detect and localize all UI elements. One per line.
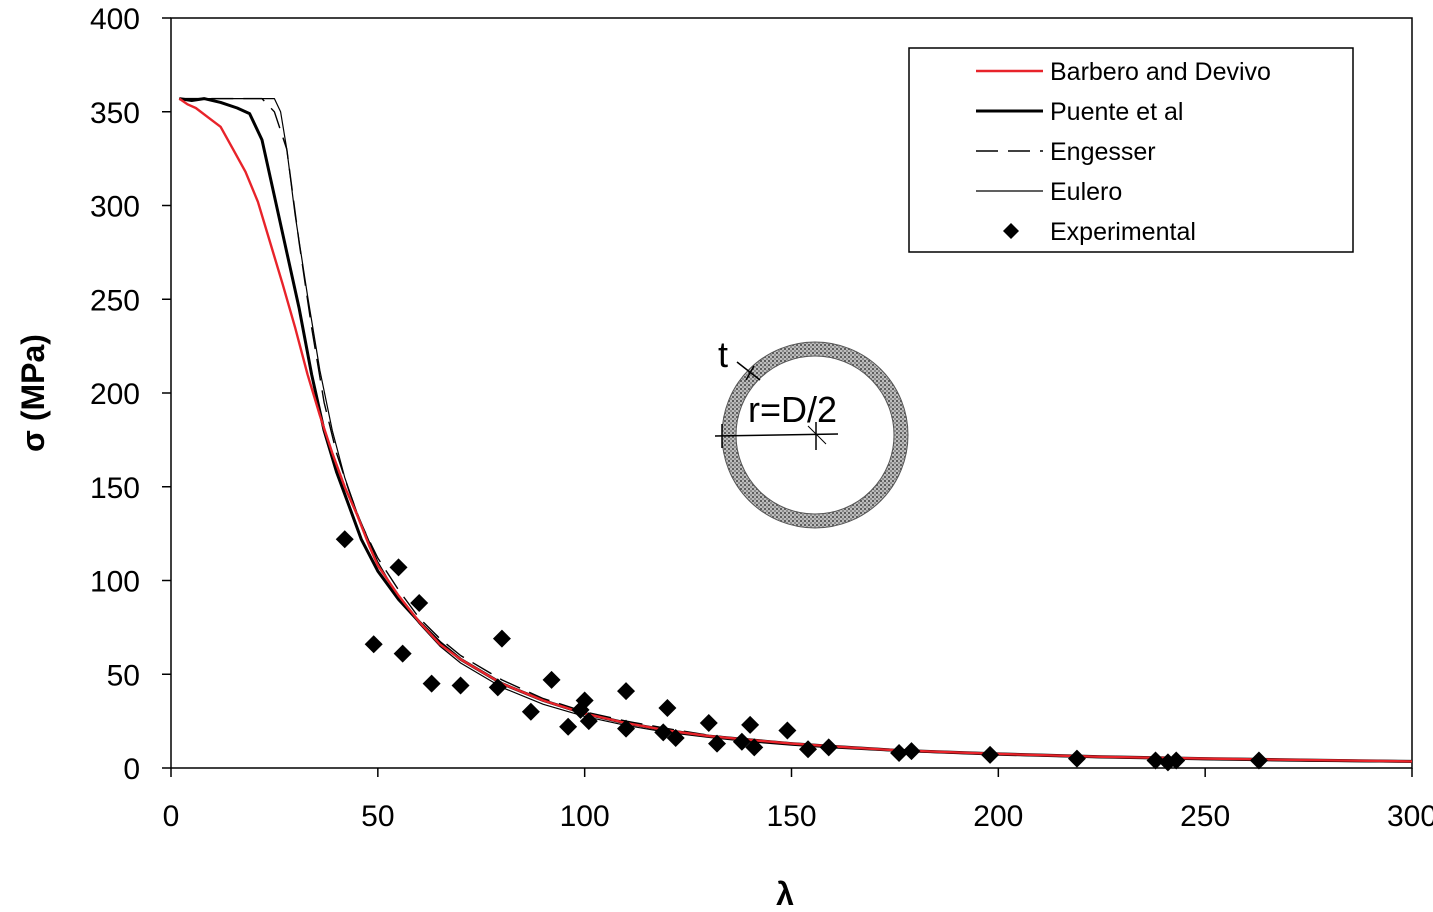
x-tick-label: 200 — [973, 800, 1023, 833]
y-axis-ticks: 0 50 100 150 200 250 300 350 400 — [90, 3, 171, 786]
experimental-point — [617, 682, 636, 701]
tube-ring — [722, 342, 908, 528]
legend-label-puente-et-al: Puente et al — [1050, 98, 1183, 126]
series-layer — [178, 97, 1413, 772]
experimental-point — [732, 732, 751, 751]
experimental-point — [699, 714, 718, 732]
experimental-point — [521, 702, 540, 721]
experimental-point — [451, 676, 470, 695]
experimental-point — [890, 744, 909, 762]
experimental-point — [666, 729, 685, 747]
legend-label-barbero-and-devivo: Barbero and Devivo — [1050, 58, 1271, 86]
y-tick-label: 300 — [90, 191, 140, 224]
y-tick-label: 150 — [90, 472, 140, 505]
y-tick-label: 350 — [90, 97, 140, 130]
experimental-point — [1167, 751, 1186, 770]
experimental-point — [542, 670, 561, 689]
experimental-point — [741, 715, 760, 734]
experimental-point — [1146, 751, 1165, 770]
experimental-point — [902, 742, 921, 761]
legend-box — [908, 47, 1354, 253]
experimental-point — [1067, 749, 1086, 768]
x-tick-label: 0 — [163, 800, 180, 833]
radius-label: r=D/2 — [748, 389, 837, 430]
x-tick-label: 150 — [766, 800, 816, 833]
x-tick-label: 300 — [1387, 800, 1433, 833]
experimental-point — [410, 594, 429, 612]
experimental-point — [1249, 751, 1268, 770]
experimental-point — [335, 530, 354, 549]
radius-line — [714, 433, 839, 437]
x-tick-label: 250 — [1180, 800, 1230, 833]
y-tick-label: 100 — [90, 566, 140, 599]
legend-label-engesser: Engesser — [1050, 138, 1156, 166]
experimental-point — [393, 644, 412, 663]
experimental-point — [745, 738, 764, 757]
y-axis-title: σ (MPa) — [15, 334, 51, 452]
experimental-point — [617, 719, 636, 738]
experimental-point — [778, 721, 797, 740]
experimental-point — [422, 674, 441, 693]
y-tick-label: 50 — [107, 659, 140, 692]
legend: Barbero and Devivo Puente et al Engesser Eu… — [908, 47, 1354, 253]
x-axis-ticks: 0 50 100 150 200 250 300 — [163, 768, 1433, 833]
legend-label-experimental: Experimental — [1050, 218, 1196, 246]
experimental-point — [575, 691, 594, 710]
cross-section-diagram: t r=D/2 — [714, 334, 909, 529]
thickness-leader — [736, 361, 761, 381]
y-tick-label: 200 — [90, 378, 140, 411]
experimental-point — [708, 734, 727, 753]
center-tick-diagonal — [807, 425, 827, 445]
experimental-point — [981, 745, 1000, 764]
thickness-tick — [745, 365, 755, 381]
experimental-point — [364, 635, 383, 654]
legend-label-eulero: Eulero — [1050, 178, 1122, 206]
experimental-point — [819, 738, 838, 757]
x-tick-label: 100 — [560, 800, 610, 833]
experimental-point — [654, 723, 673, 742]
x-axis-title: λ — [776, 876, 794, 912]
y-tick-label: 0 — [123, 753, 140, 786]
experimental-point — [799, 740, 818, 759]
x-tick-label: 50 — [361, 800, 394, 833]
experimental-point — [658, 699, 677, 717]
experimental-point — [579, 712, 598, 731]
thickness-label: t — [718, 334, 728, 375]
legend-swatch-experimental — [1003, 223, 1019, 239]
y-tick-label: 400 — [90, 3, 140, 36]
experimental-point — [488, 678, 507, 697]
experimental-point — [492, 629, 511, 648]
y-tick-label: 250 — [90, 284, 140, 317]
experimental-point — [389, 558, 408, 577]
experimental-point — [559, 717, 578, 736]
